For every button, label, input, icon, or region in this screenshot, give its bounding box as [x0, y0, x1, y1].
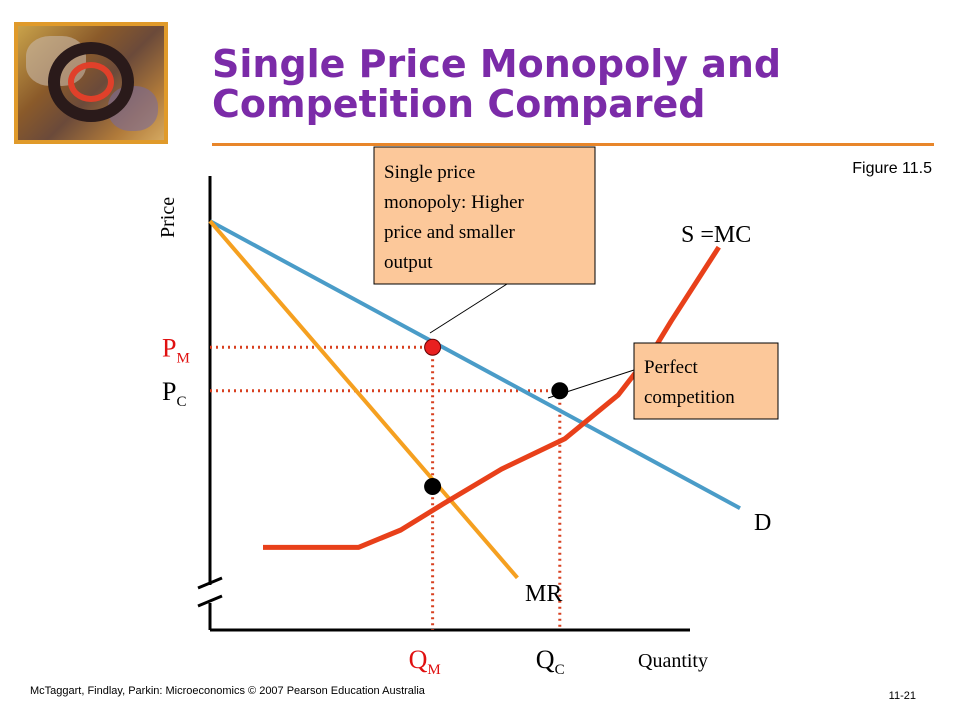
textbook-logo	[14, 22, 168, 144]
mr-curve	[208, 219, 519, 580]
slide-title: Single Price Monopoly and Competition Co…	[212, 44, 781, 124]
monopoly-callout-line-4: output	[384, 252, 433, 273]
y-tick-c: PC	[162, 377, 186, 410]
y-tick-m: PM	[162, 333, 190, 366]
monopoly-callout-line-3: price and smaller	[384, 222, 516, 243]
title-line-1: Single Price Monopoly and	[212, 42, 782, 86]
demand-curve	[209, 219, 741, 510]
monopoly-callout-line-2: monopoly: Higher	[384, 192, 525, 213]
x-axis-label: Quantity	[638, 650, 708, 672]
competition-callout-line-1: Perfect	[644, 357, 699, 378]
monopoly-callout-line-1: Single price	[384, 162, 475, 183]
equilibrium-points	[424, 338, 569, 495]
axis-break-marks	[197, 576, 223, 608]
mc-at-qm-point	[424, 477, 442, 495]
x-tick-c: QC	[536, 645, 565, 678]
monopoly-point	[424, 338, 442, 356]
mr-label: MR	[525, 581, 562, 607]
competition-callout-box	[633, 342, 779, 420]
tick-labels: PM PC QM QC	[162, 333, 565, 678]
slide-number: 11-21	[888, 690, 916, 702]
curves	[208, 219, 741, 580]
title-line-2: Competition Compared	[212, 82, 706, 126]
monopoly-callout-box	[373, 146, 596, 285]
supply-label: S =MC	[681, 222, 751, 248]
monopoly-callout-text: Single price monopoly: Higher price and …	[384, 162, 529, 273]
title-rule	[212, 143, 934, 146]
competition-callout-line-2: competition	[644, 387, 735, 408]
competition-point	[551, 382, 569, 400]
supply-curve	[263, 245, 721, 550]
competition-callout-pointer	[547, 369, 635, 399]
competition-callout-text: Perfect competition	[644, 357, 735, 408]
demand-label: D	[754, 510, 771, 536]
monopoly-callout-pointer	[429, 283, 508, 334]
y-axis-label: Price	[157, 197, 179, 238]
x-tick-m: QM	[409, 645, 441, 678]
figure-label: Figure 11.5	[852, 160, 932, 177]
footer-copyright: McTaggart, Findlay, Parkin: Microeconomi…	[30, 685, 425, 697]
guide-lines	[210, 345, 562, 630]
